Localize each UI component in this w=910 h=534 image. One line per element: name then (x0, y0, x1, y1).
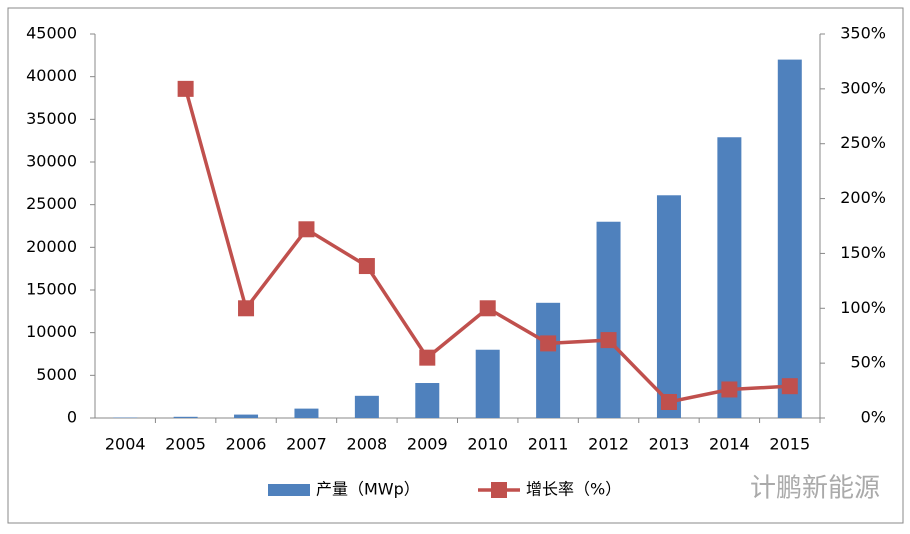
marker (419, 349, 436, 366)
bar (475, 349, 500, 418)
bar (777, 59, 802, 418)
y2-tick-label: 250% (840, 133, 886, 152)
y-tick-label: 0 (67, 408, 77, 427)
marker (781, 378, 798, 395)
bar (596, 221, 621, 418)
y2-tick-label: 100% (840, 298, 886, 317)
marker (177, 80, 194, 97)
x-tick-label: 2006 (226, 435, 267, 454)
bar (415, 383, 440, 418)
y2-tick-label: 200% (840, 188, 886, 207)
y2-tick-label: 350% (840, 24, 886, 43)
y2-tick-label: 150% (840, 243, 886, 262)
bar (294, 408, 319, 418)
legend-label: 增长率（%） (526, 480, 621, 499)
y-tick-label: 40000 (26, 66, 77, 85)
marker (358, 258, 375, 275)
y2-tick-label: 300% (840, 78, 886, 97)
bar (536, 302, 561, 418)
marker (298, 221, 315, 238)
x-tick-label: 2015 (769, 435, 810, 454)
x-tick-label: 2005 (165, 435, 206, 454)
legend-label: 产量（MWp） (316, 480, 420, 499)
y2-tick-label: 50% (850, 353, 886, 372)
bar (354, 395, 379, 418)
bar (173, 416, 198, 418)
x-tick-label: 2009 (407, 435, 448, 454)
y-tick-label: 15000 (26, 280, 77, 299)
y-tick-label: 5000 (36, 365, 77, 384)
y-tick-label: 35000 (26, 109, 77, 128)
y-tick-label: 10000 (26, 322, 77, 341)
x-tick-label: 2011 (528, 435, 569, 454)
y-tick-label: 45000 (26, 24, 77, 43)
marker (540, 335, 557, 352)
x-tick-label: 2007 (286, 435, 327, 454)
y-tick-label: 30000 (26, 152, 77, 171)
marker (600, 332, 617, 349)
watermark: 计鹏新能源 (750, 474, 880, 504)
y-tick-label: 25000 (26, 194, 77, 213)
bar (717, 137, 742, 418)
legend-marker (491, 482, 507, 498)
bar (234, 414, 259, 418)
marker (721, 381, 738, 398)
marker (479, 300, 496, 317)
x-tick-label: 2008 (347, 435, 388, 454)
x-tick-label: 2010 (467, 435, 508, 454)
marker (660, 393, 677, 410)
bar (656, 195, 681, 418)
x-tick-label: 2004 (105, 435, 146, 454)
marker (238, 300, 255, 317)
legend-swatch (268, 484, 310, 496)
y-tick-label: 20000 (26, 237, 77, 256)
y2-tick-label: 0% (861, 408, 886, 427)
x-tick-label: 2012 (588, 435, 629, 454)
x-tick-label: 2013 (649, 435, 690, 454)
x-tick-label: 2014 (709, 435, 750, 454)
chart-border (7, 7, 904, 524)
